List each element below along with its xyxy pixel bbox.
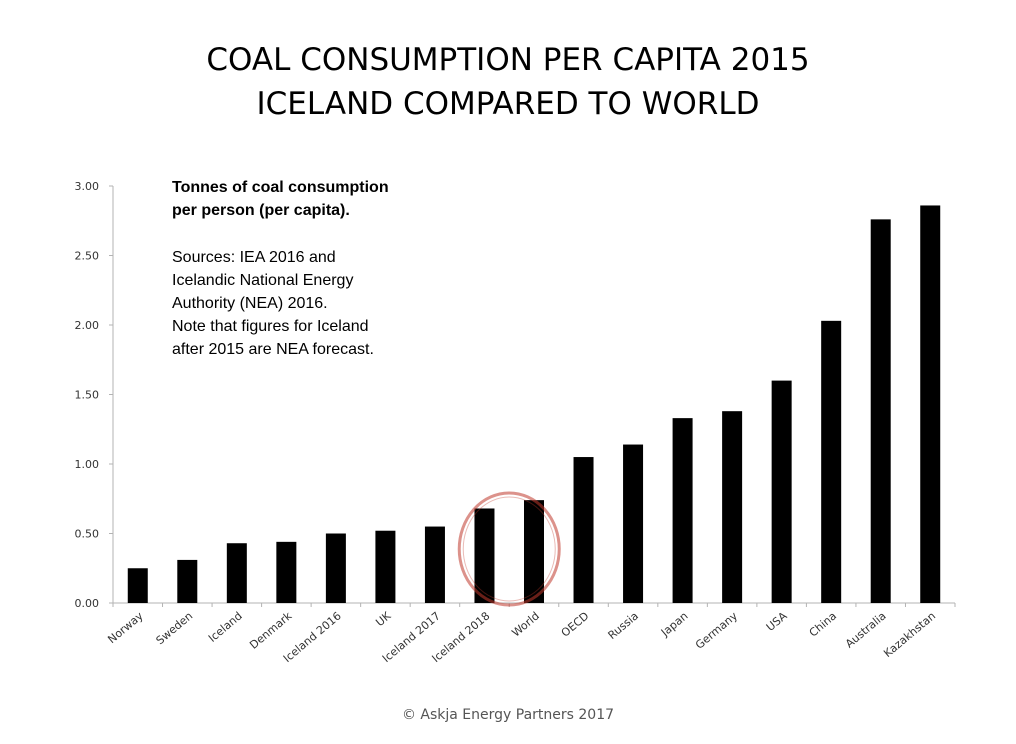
y-tick-label: 1.00 xyxy=(75,458,100,471)
x-tick-label: Japan xyxy=(658,609,691,639)
y-tick-label: 0.50 xyxy=(75,528,100,541)
highlight-layer xyxy=(457,491,561,607)
x-tick-label: World xyxy=(509,609,542,639)
x-tick-label: Denmark xyxy=(247,609,295,652)
x-tick-label: Germany xyxy=(693,609,740,652)
y-tick-label: 1.50 xyxy=(75,389,100,402)
note-line-4: Note that figures for Iceland xyxy=(172,318,369,335)
note-bold-line-1: Tonnes of coal consumption xyxy=(172,179,389,196)
title-line-2: ICELAND COMPARED TO WORLD xyxy=(256,86,760,122)
y-tick-label: 0.00 xyxy=(75,597,100,610)
x-tick-label: Kazakhstan xyxy=(881,609,938,660)
highlight-ellipse-inner xyxy=(462,496,556,602)
x-tick-label: Iceland xyxy=(206,609,245,645)
bar xyxy=(870,219,891,604)
chart-bars xyxy=(127,205,941,604)
bar xyxy=(672,418,693,603)
bar xyxy=(573,457,594,603)
y-tick-label: 2.00 xyxy=(75,319,100,332)
bar xyxy=(127,568,148,603)
x-tick-label: Norway xyxy=(105,609,146,646)
highlight-ellipse xyxy=(457,491,561,607)
note-line-2: Icelandic National Energy xyxy=(172,272,354,289)
bar xyxy=(821,320,842,603)
bar xyxy=(771,380,792,603)
note-line-3: Authority (NEA) 2016. xyxy=(172,295,328,312)
x-tick-label: Australia xyxy=(843,609,889,650)
x-tick-label: OECD xyxy=(559,609,592,639)
bar xyxy=(474,508,495,603)
bar xyxy=(276,541,297,603)
x-tick-label: UK xyxy=(373,609,394,629)
note-bold-line-2: per person (per capita). xyxy=(172,202,350,219)
chart-title: COAL CONSUMPTION PER CAPITA 2015 ICELAND… xyxy=(0,38,1016,126)
bar xyxy=(722,411,743,603)
x-tick-label: USA xyxy=(764,609,790,634)
bar xyxy=(325,533,346,603)
bar xyxy=(424,526,445,603)
bar xyxy=(920,205,941,603)
y-tick-label: 2.50 xyxy=(75,250,100,263)
x-tick-label: Russia xyxy=(606,609,641,642)
bar xyxy=(177,559,198,603)
bar xyxy=(524,500,544,603)
note-line-1: Sources: IEA 2016 and xyxy=(172,249,336,266)
y-tick-labels: 0.00 0.50 1.00 1.50 2.00 2.50 3.00 xyxy=(75,180,100,610)
x-tick-label: China xyxy=(807,609,839,639)
y-tick-label: 3.00 xyxy=(75,180,100,193)
bar xyxy=(226,543,247,603)
bar xyxy=(375,530,396,603)
chart-note: Tonnes of coal consumption per person (p… xyxy=(172,176,472,361)
copyright-footer: © Askja Energy Partners 2017 xyxy=(401,707,615,723)
note-line-5: after 2015 are NEA forecast. xyxy=(172,341,374,358)
bar xyxy=(623,444,644,603)
x-tick-label: Sweden xyxy=(154,609,196,647)
title-line-1: COAL CONSUMPTION PER CAPITA 2015 xyxy=(206,42,810,78)
